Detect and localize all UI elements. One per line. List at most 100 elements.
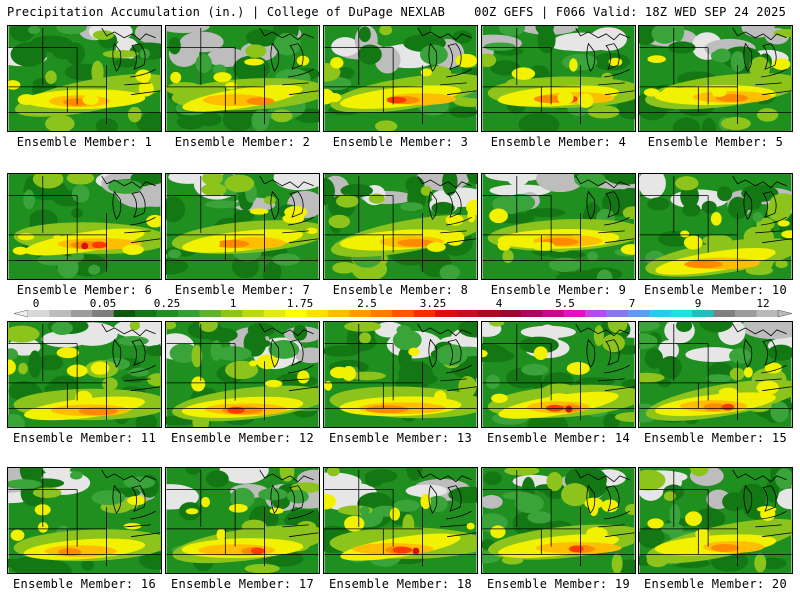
ensemble-member-label: Ensemble Member: 4: [490, 135, 627, 149]
precip-cell: [781, 230, 792, 239]
precip-cell: [12, 246, 28, 255]
colorbar-tick-label: 0.25: [154, 297, 181, 310]
lake-michigan-outline: [428, 190, 438, 220]
precip-area: [205, 470, 229, 488]
lake-erie-outline: [604, 68, 630, 78]
precip-cell: [324, 380, 333, 391]
lake-superior-outline: [575, 175, 630, 189]
precip-area: [8, 348, 18, 360]
precip-cell: [557, 91, 574, 105]
precip-cell: [777, 220, 790, 227]
precip-area: [504, 468, 540, 476]
light-precip-area: [294, 347, 319, 364]
precip-area: [644, 348, 664, 369]
lake-superior-outline: [101, 175, 156, 189]
precip-area: [738, 483, 766, 510]
lake-huron-outline: [447, 339, 462, 366]
state-lines: [166, 323, 319, 421]
precip-cell: [445, 230, 465, 246]
precip-area: [611, 553, 623, 573]
lake-superior-outline: [101, 323, 156, 337]
ensemble-member-label: Ensemble Member: 18: [329, 577, 472, 591]
precip-map: [7, 321, 162, 428]
precip-area: [10, 42, 47, 67]
precip-area: [587, 251, 599, 262]
lake-erie-outline: [288, 216, 314, 226]
precip-core: [91, 241, 107, 249]
precip-cell: [491, 393, 508, 403]
precip-cell: [511, 67, 536, 80]
precip-cell: [8, 359, 16, 375]
precip-core: [246, 97, 275, 106]
precip-field: [324, 26, 477, 131]
light-precip-area: [536, 174, 585, 193]
precip-cell: [82, 94, 99, 105]
precip-cell: [408, 347, 420, 357]
state-lines: [324, 175, 477, 273]
precip-area: [701, 117, 717, 131]
precip-cell: [482, 350, 488, 358]
precip-area: [196, 112, 222, 127]
precip-area: [195, 54, 212, 74]
lake-michigan-outline: [743, 484, 753, 514]
precip-area: [25, 468, 44, 484]
precip-area: [117, 336, 149, 346]
lake-superior-outline: [417, 469, 472, 483]
ensemble-member-panel: Ensemble Member: 14: [481, 321, 636, 445]
light-precip-area: [405, 484, 448, 498]
lake-superior-outline: [101, 27, 156, 41]
colorbar-swatch: [413, 310, 436, 317]
lake-huron-outline: [605, 43, 620, 70]
precip-area: [616, 97, 635, 120]
precip-cell: [647, 518, 664, 529]
precip-cell: [455, 53, 477, 68]
precip-cell: [249, 208, 269, 215]
lake-superior-outline: [732, 323, 787, 337]
state-lines: [324, 469, 477, 567]
precip-area: [448, 346, 477, 357]
precip-field: [482, 468, 635, 573]
lake-erie-outline: [761, 510, 787, 520]
lake-erie-outline: [130, 364, 156, 374]
precip-cell: [620, 244, 635, 255]
precip-area: [251, 109, 270, 131]
ensemble-member-label: Ensemble Member: 16: [13, 577, 156, 591]
precip-area: [337, 67, 355, 80]
precip-area: [622, 206, 635, 220]
lake-superior-outline: [259, 175, 314, 189]
ensemble-member-panel: Ensemble Member: 1: [7, 25, 162, 149]
precip-core: [227, 406, 245, 414]
colorbar-tick-label: 4: [496, 297, 503, 310]
lake-michigan-outline: [586, 338, 596, 368]
precip-cell: [170, 71, 182, 84]
lake-superior-outline: [575, 27, 630, 41]
precip-area: [639, 469, 666, 491]
precip-cell: [37, 522, 49, 533]
precip-map: [481, 173, 636, 280]
lake-erie-outline: [130, 68, 156, 78]
precip-area: [431, 201, 455, 215]
precip-cell: [256, 354, 278, 370]
precip-area: [756, 108, 779, 122]
ensemble-member-panel: Ensemble Member: 6: [7, 173, 162, 297]
state-borders: [8, 469, 161, 567]
lake-michigan-outline: [428, 42, 438, 72]
precip-map: [7, 173, 162, 280]
colorbar-swatch: [499, 310, 522, 317]
precip-cell: [344, 515, 365, 532]
precip-area: [420, 185, 433, 196]
light-precip-area: [507, 174, 529, 186]
precip-map: [638, 173, 793, 280]
colorbar-legend: 0 0.05 0.25 1 1.75 2.5 3.25 4 5.5 7 9 12: [13, 297, 793, 318]
state-lines: [639, 175, 792, 273]
precip-area: [332, 262, 357, 274]
precip-area: [8, 325, 40, 343]
light-precip-area: [685, 347, 742, 363]
precip-area: [51, 322, 73, 335]
precip-cell: [330, 57, 344, 69]
lake-michigan-outline: [428, 338, 438, 368]
precip-area: [56, 26, 87, 35]
lake-superior-outline: [575, 323, 630, 337]
precip-area: [169, 343, 199, 363]
precip-area: [127, 106, 142, 123]
